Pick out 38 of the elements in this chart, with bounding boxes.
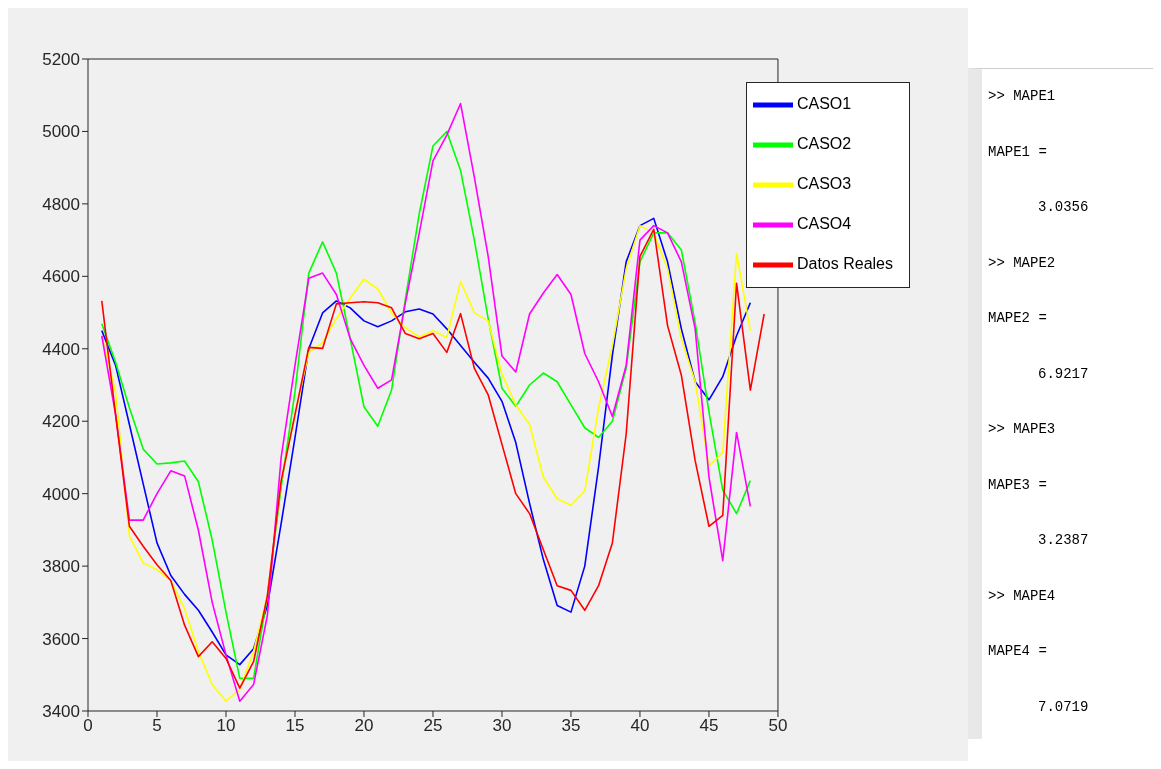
- x-tick-label: 30: [492, 716, 512, 736]
- text: 7.0719: [1037, 697, 1090, 717]
- y-tick-label: 4600: [42, 267, 80, 287]
- text: >> MAPE3: [988, 420, 1057, 439]
- text: MAPE2 =: [988, 309, 1048, 328]
- y-tick-label: 4800: [42, 194, 80, 214]
- x-tick-label: 45: [699, 716, 719, 736]
- text: MAPE4 =: [988, 642, 1048, 661]
- x-tick-label: 20: [354, 716, 374, 736]
- y-tick-label: 5200: [42, 50, 80, 70]
- text: 6.9217: [1037, 364, 1090, 384]
- x-tick-label: 35: [561, 716, 581, 736]
- y-tick-label: 3800: [42, 557, 80, 577]
- x-tick-label: 15: [285, 716, 305, 736]
- text: MAPE1 =: [988, 142, 1048, 162]
- x-tick-label: 25: [423, 716, 443, 736]
- text: >> MAPE2: [988, 253, 1057, 273]
- legend-label: CASO1: [796, 95, 852, 113]
- y-tick-label: 4400: [42, 339, 80, 359]
- text: 3.2387: [1037, 531, 1090, 550]
- y-tick-label: 4000: [42, 484, 80, 504]
- text: >> MAPE1: [988, 87, 1057, 106]
- x-tick-label: 5: [152, 716, 162, 736]
- text: MAPE3 =: [988, 475, 1048, 495]
- y-tick-label: 4200: [42, 412, 80, 432]
- y-tick-label: 3400: [42, 702, 80, 722]
- legend-label: CASO2: [796, 135, 852, 153]
- x-tick-label: 10: [216, 716, 236, 736]
- text: >> MAPE4: [988, 586, 1057, 606]
- text: 3.0356: [1037, 198, 1090, 217]
- x-tick-label: 40: [630, 716, 650, 736]
- legend-label: CASO4: [796, 215, 852, 233]
- x-tick-label: 0: [83, 716, 93, 736]
- y-tick-label: 3600: [42, 629, 80, 649]
- x-tick-label: 50: [768, 716, 788, 736]
- y-tick-label: 5000: [42, 122, 80, 142]
- legend-label: CASO3: [796, 175, 852, 193]
- legend-label: Datos Reales: [796, 255, 893, 273]
